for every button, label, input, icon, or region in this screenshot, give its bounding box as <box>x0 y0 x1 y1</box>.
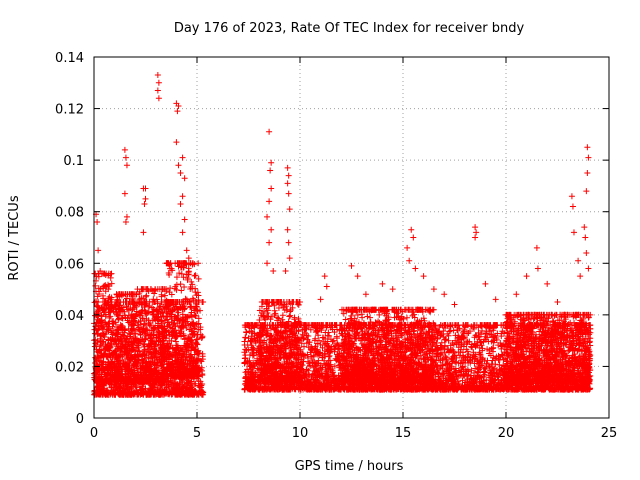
chart-title: Day 176 of 2023, Rate Of TEC Index for r… <box>174 21 525 36</box>
data-point <box>110 384 117 391</box>
data-point <box>192 272 199 279</box>
data-point <box>163 382 170 389</box>
data-point <box>120 390 127 397</box>
data-point <box>195 315 202 322</box>
data-point <box>94 308 101 315</box>
data-point <box>100 295 107 302</box>
data-point <box>158 298 165 305</box>
data-point <box>195 260 202 267</box>
data-point <box>124 306 131 313</box>
data-point <box>192 380 199 387</box>
data-point <box>199 356 206 363</box>
data-point <box>175 391 182 398</box>
data-point <box>141 304 148 311</box>
data-point <box>140 390 147 397</box>
data-point <box>192 389 199 396</box>
data-point <box>161 390 168 397</box>
data-point <box>197 384 204 391</box>
data-point <box>96 325 103 332</box>
data-point <box>100 326 107 333</box>
data-point <box>108 359 115 366</box>
data-point <box>184 391 191 398</box>
data-point <box>200 298 207 305</box>
data-point <box>161 292 168 299</box>
data-point <box>169 389 176 396</box>
data-point <box>106 314 113 321</box>
data-point <box>174 298 181 305</box>
data-point <box>175 260 182 267</box>
data-point <box>97 332 104 339</box>
data-point <box>127 390 134 397</box>
data-point <box>110 390 117 397</box>
data-point <box>92 282 99 289</box>
data-point <box>181 284 188 290</box>
data-point <box>147 389 154 396</box>
data-point <box>167 377 174 384</box>
points-layer <box>91 72 594 398</box>
data-point <box>168 337 175 344</box>
data-point <box>148 382 155 389</box>
data-point <box>181 381 188 388</box>
data-point <box>92 390 99 397</box>
data-point <box>102 313 109 320</box>
data-point <box>151 391 158 398</box>
data-point <box>152 286 159 293</box>
data-point <box>183 325 190 332</box>
data-point <box>94 293 101 300</box>
data-point <box>119 387 126 394</box>
data-point <box>102 391 109 398</box>
data-point <box>186 386 193 393</box>
data-point <box>91 299 98 306</box>
data-point <box>179 385 186 392</box>
data-point <box>176 385 183 392</box>
data-point <box>178 287 185 294</box>
data-point <box>102 331 109 338</box>
data-point <box>166 386 173 393</box>
data-point <box>196 383 203 390</box>
data-point <box>199 389 206 396</box>
data-point <box>172 349 179 356</box>
data-point <box>125 385 132 392</box>
data-point <box>115 326 122 333</box>
data-point <box>101 385 108 392</box>
data-point <box>130 298 137 305</box>
data-point <box>96 391 103 398</box>
data-point <box>103 344 110 351</box>
data-point <box>112 391 119 398</box>
data-point <box>142 293 149 300</box>
data-point <box>124 391 131 398</box>
data-point <box>185 379 192 386</box>
data-point <box>97 347 104 354</box>
data-point <box>99 386 106 393</box>
data-point <box>173 382 180 389</box>
data-point <box>138 386 145 393</box>
data-point <box>177 281 184 288</box>
data-point <box>198 334 205 341</box>
data-point <box>242 334 249 341</box>
data-point <box>105 353 112 360</box>
data-point <box>167 285 174 292</box>
data-point <box>199 372 206 379</box>
data-point <box>177 380 184 387</box>
data-point <box>195 275 202 282</box>
